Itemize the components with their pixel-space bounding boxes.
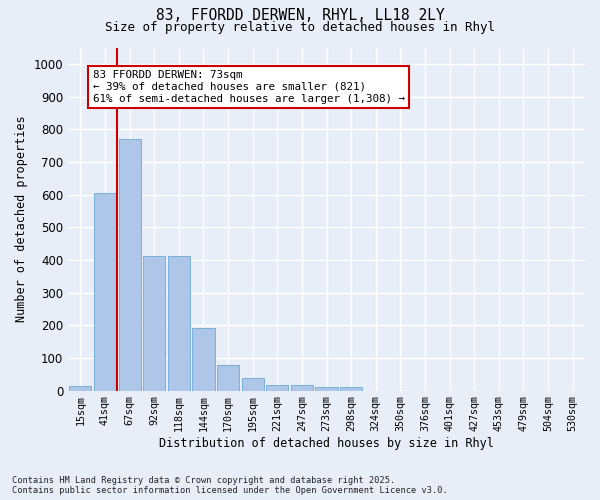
Text: Size of property relative to detached houses in Rhyl: Size of property relative to detached ho… [105,21,495,34]
Bar [69,386,91,390]
Text: 83, FFORDD DERWEN, RHYL, LL18 2LY: 83, FFORDD DERWEN, RHYL, LL18 2LY [155,8,445,22]
Bar [217,366,239,390]
Y-axis label: Number of detached properties: Number of detached properties [15,116,28,322]
Bar [143,256,165,390]
Bar [94,192,116,390]
Bar [340,387,362,390]
X-axis label: Distribution of detached houses by size in Rhyl: Distribution of detached houses by size … [159,437,494,450]
Bar [266,384,289,390]
Bar [193,328,215,390]
Bar [242,378,264,390]
Bar [316,387,338,390]
Text: Contains HM Land Registry data © Crown copyright and database right 2025.
Contai: Contains HM Land Registry data © Crown c… [12,476,448,495]
Text: 83 FFORDD DERWEN: 73sqm
← 39% of detached houses are smaller (821)
61% of semi-d: 83 FFORDD DERWEN: 73sqm ← 39% of detache… [92,70,404,104]
Bar [119,139,140,390]
Bar [168,256,190,390]
Bar [291,384,313,390]
